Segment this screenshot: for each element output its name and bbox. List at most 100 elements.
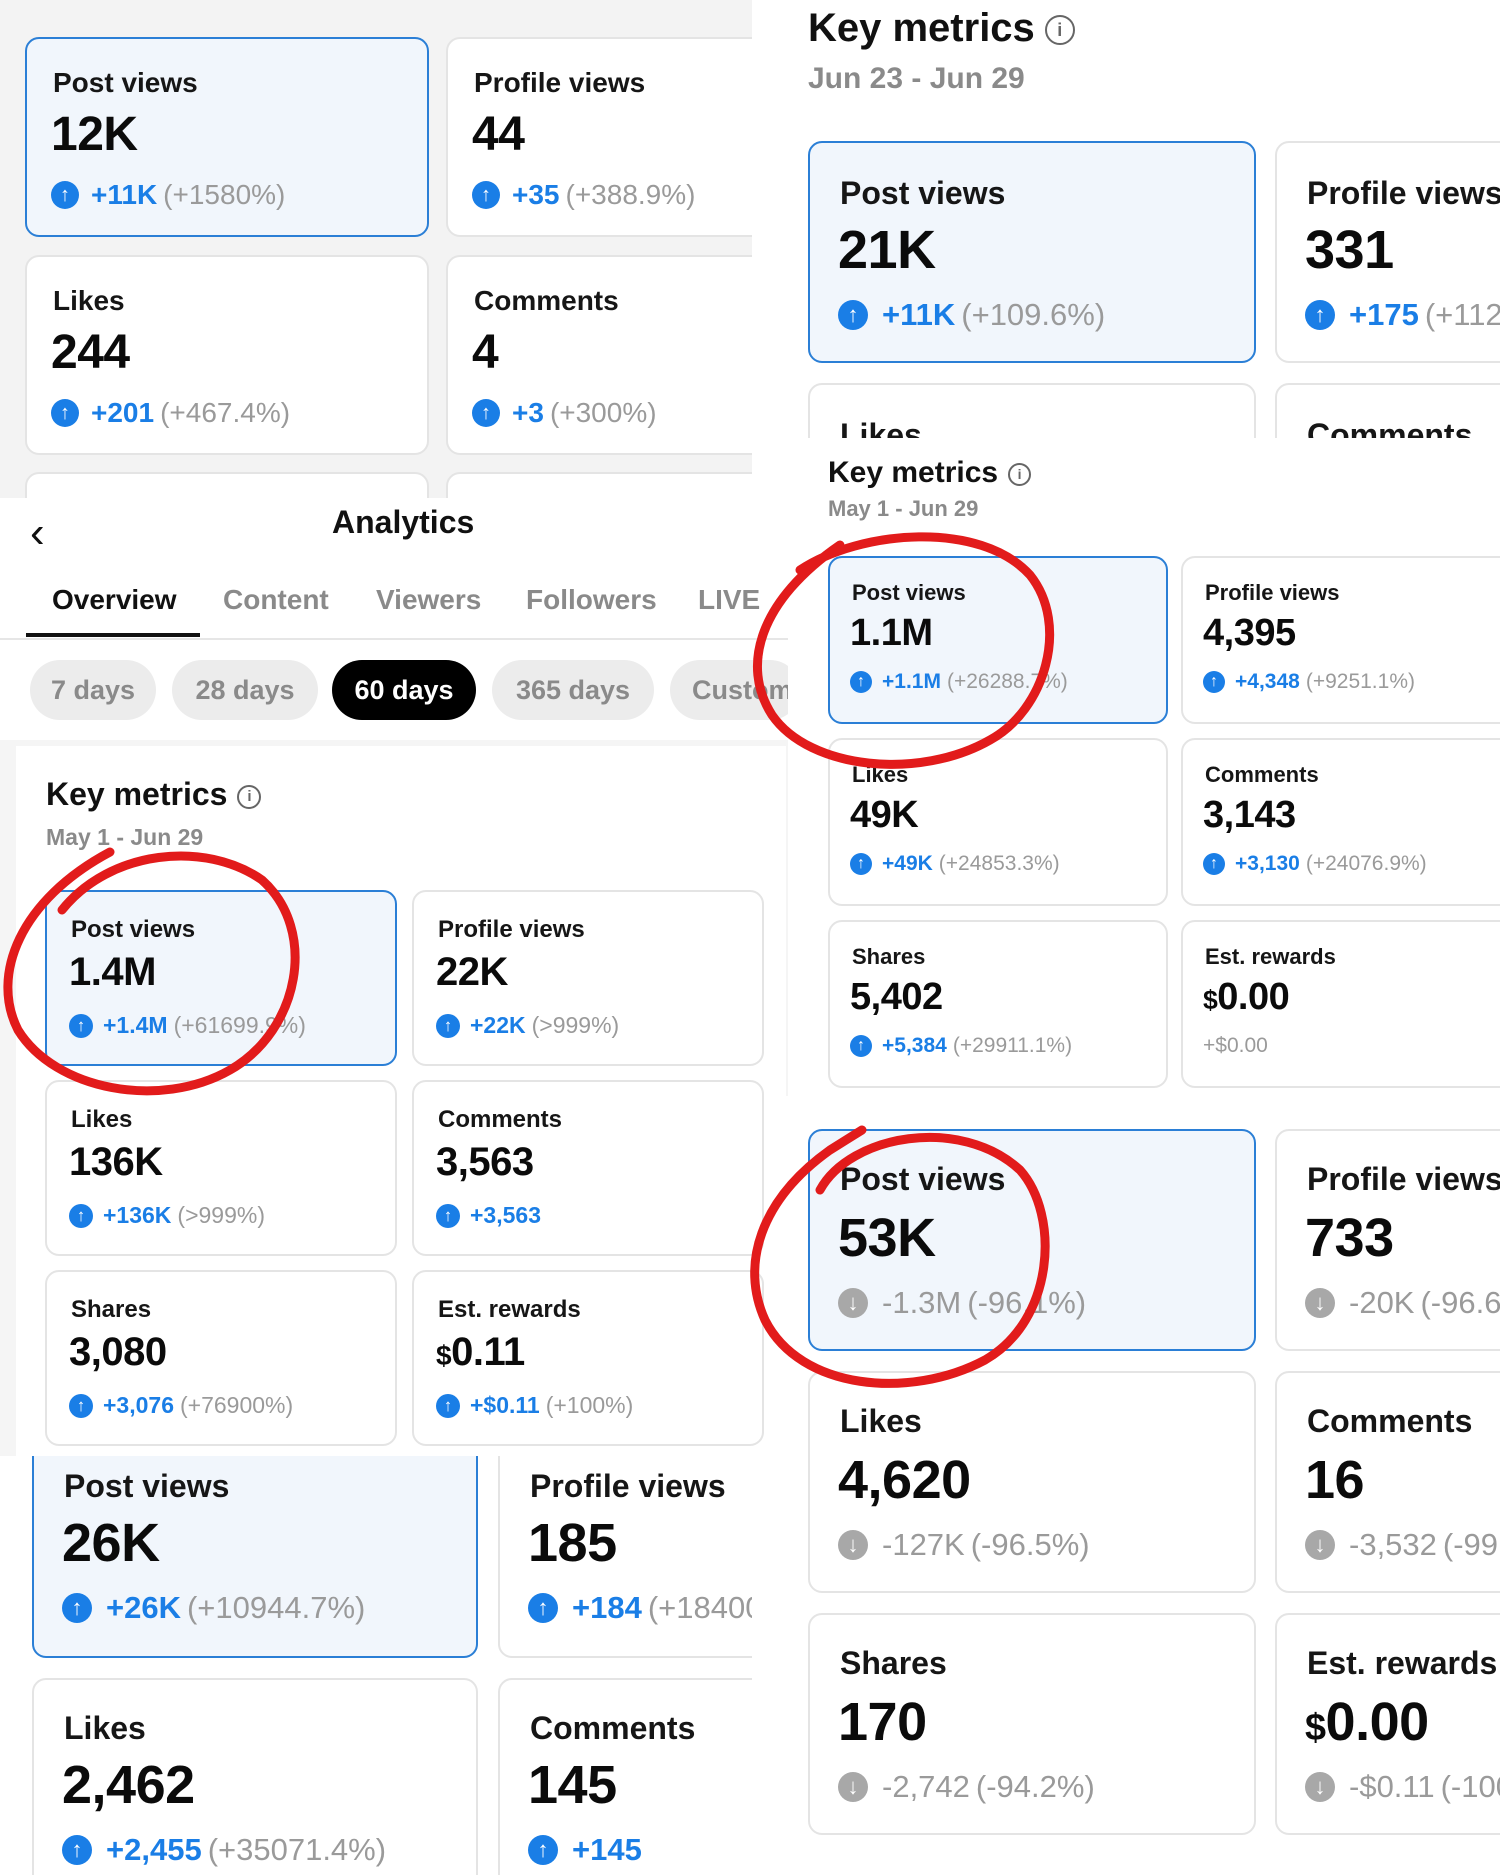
metric-value: 3,080: [69, 1330, 167, 1374]
comments-card[interactable]: Comments 3,143 ↑ +3,130 (+24076.9%): [1181, 738, 1500, 906]
metric-delta: +$0.00: [1203, 1034, 1268, 1057]
metric-delta: +184: [572, 1590, 642, 1625]
metric-value: 49K: [850, 794, 919, 836]
metric-value: $0.11: [436, 1330, 525, 1375]
metric-delta: +4,348: [1235, 670, 1300, 693]
likes-card[interactable]: Likes 49K ↑ +49K (+24853.3%): [828, 738, 1168, 906]
metric-change: ↑ +1.4M (+61699.9%): [69, 1012, 306, 1039]
range-60-days[interactable]: 60 days: [332, 660, 476, 720]
info-icon[interactable]: i: [1008, 462, 1032, 486]
tab-content[interactable]: Content: [223, 584, 329, 615]
post-views-card[interactable]: Post views 12K ↑ +11K (+1580%): [25, 37, 429, 237]
metric-delta: +3,130: [1235, 852, 1300, 875]
profile-views-card[interactable]: Profile views 185 ↑ +184 (+18400%): [498, 1456, 752, 1658]
tab-viewers[interactable]: Viewers: [376, 584, 482, 615]
range-custom[interactable]: Custom: [670, 660, 790, 720]
range-365-days[interactable]: 365 days: [492, 660, 654, 720]
metric-change: ↑ +3 (+300%): [472, 397, 657, 429]
est-rewards-card[interactable]: Est. rewards $0.00 ↓ -$0.11 (-100%): [1275, 1613, 1500, 1835]
metric-delta: +26K: [106, 1590, 181, 1625]
shares-card[interactable]: Shares 5,402 ↑ +5,384 (+29911.1%): [828, 920, 1168, 1088]
screenshot-3: Post views 26K ↑ +26K (+10944.7%) Profil…: [0, 1456, 752, 1875]
currency-symbol: $: [1203, 985, 1218, 1015]
metric-label: Shares: [71, 1296, 152, 1323]
shares-card[interactable]: Shares 170 ↓ -2,742 (-94.2%): [808, 1613, 1256, 1835]
metric-change: ↑ +49K (+24853.3%): [850, 852, 1060, 876]
arrow-up-icon: ↑: [62, 1835, 92, 1865]
chevron-left-icon[interactable]: ‹: [30, 508, 45, 557]
est-rewards-card[interactable]: Est. rewards $0.00 +$0.00: [1181, 920, 1500, 1088]
metric-percent: (+467.4%): [160, 397, 291, 428]
comments-card[interactable]: Comments 145 ↑ +145: [498, 1678, 752, 1875]
post-views-card[interactable]: Post views 26K ↑ +26K (+10944.7%): [32, 1456, 478, 1658]
metric-value: $0.00: [1203, 976, 1290, 1019]
likes-card[interactable]: Likes 136K ↑ +136K (>999%): [45, 1080, 397, 1256]
arrow-up-icon: ↑: [1203, 853, 1225, 875]
metric-label: Post views: [64, 1468, 230, 1504]
info-icon[interactable]: i: [237, 784, 262, 809]
likes-card[interactable]: Likes: [808, 383, 1256, 438]
post-views-card[interactable]: Post views 1.1M ↑ +1.1M (+26288.7%): [828, 556, 1168, 724]
metric-label: Likes: [852, 762, 909, 787]
metric-label: Likes: [64, 1710, 146, 1746]
metric-change: +$0.00: [1203, 1034, 1274, 1058]
metric-change: ↑ +2,455 (+35071.4%): [62, 1832, 386, 1868]
arrow-down-icon: ↓: [1305, 1772, 1335, 1802]
date-range: Jun 23 - Jun 29: [808, 62, 1025, 95]
metric-change: ↑ +184 (+18400%): [528, 1590, 752, 1626]
currency-symbol: $: [436, 1340, 452, 1371]
metric-change: ↑ +5,384 (+29911.1%): [850, 1034, 1072, 1058]
range-28-days[interactable]: 28 days: [172, 660, 318, 720]
rewards-amount: 0.11: [451, 1330, 525, 1374]
metric-delta: +22K: [470, 1012, 526, 1038]
likes-card[interactable]: Likes 4,620 ↓ -127K (-96.5%): [808, 1371, 1256, 1593]
metric-change: ↑ +22K (>999%): [436, 1012, 619, 1039]
metric-label: Likes: [840, 1403, 922, 1439]
metric-delta: +$0.11: [470, 1392, 540, 1418]
metric-value: 22K: [436, 950, 508, 994]
tab-followers[interactable]: Followers: [526, 584, 657, 615]
metric-value: 170: [838, 1692, 927, 1752]
metric-change: ↓ -127K (-96.5%): [838, 1527, 1090, 1563]
arrow-up-icon: ↑: [51, 181, 79, 209]
metric-change: ↑ +11K (+109.6%): [838, 297, 1105, 333]
metric-value: 3,143: [1203, 794, 1296, 836]
screenshot-2: ‹ Analytics Overview Content Viewers Fol…: [0, 498, 790, 1456]
shares-card[interactable]: Shares 3,080 ↑ +3,076 (+76900%): [45, 1270, 397, 1446]
metric-label: Profile views: [438, 916, 585, 943]
profile-views-card[interactable]: Profile views 733 ↓ -20K (-96.6%): [1275, 1129, 1500, 1351]
post-views-card[interactable]: Post views 1.4M ↑ +1.4M (+61699.9%): [45, 890, 397, 1066]
metric-label: Comments: [474, 285, 619, 316]
metric-delta: -20K: [1349, 1285, 1415, 1320]
tab-overview[interactable]: Overview: [52, 584, 177, 615]
profile-views-card[interactable]: Profile views 331 ↑ +175 (+112.2%): [1275, 141, 1500, 363]
key-metrics-title-text: Key metrics: [828, 456, 999, 489]
profile-views-card[interactable]: Profile views 44 ↑ +35 (+388.9%): [446, 37, 752, 237]
comments-card[interactable]: Comments: [1275, 383, 1500, 438]
metric-delta: +11K: [91, 179, 158, 210]
metric-percent: (-100%): [1440, 1769, 1500, 1804]
metric-label: Post views: [71, 916, 196, 943]
metric-percent: (+109.6%): [961, 297, 1106, 332]
comments-card[interactable]: Comments 16 ↓ -3,532 (-99.5%): [1275, 1371, 1500, 1593]
likes-card[interactable]: Likes 2,462 ↑ +2,455 (+35071.4%): [32, 1678, 478, 1875]
metric-label: Post views: [53, 67, 198, 98]
comments-card[interactable]: Comments 3,563 ↑ +3,563: [412, 1080, 764, 1256]
metric-delta: -1.3M: [882, 1285, 962, 1320]
metric-value: 1.1M: [850, 612, 933, 654]
profile-views-card[interactable]: Profile views 22K ↑ +22K (>999%): [412, 890, 764, 1066]
post-views-card[interactable]: Post views 21K ↑ +11K (+109.6%): [808, 141, 1256, 363]
likes-card[interactable]: Likes 244 ↑ +201 (+467.4%): [25, 255, 429, 455]
profile-views-card[interactable]: Profile views 4,395 ↑ +4,348 (+9251.1%): [1181, 556, 1500, 724]
comments-card[interactable]: Comments 4 ↑ +3 (+300%): [446, 255, 752, 455]
metric-label: Est. rewards: [1307, 1645, 1498, 1681]
est-rewards-card[interactable]: Est. rewards $0.11 ↑ +$0.11 (+100%): [412, 1270, 764, 1446]
tab-live[interactable]: LIVE: [698, 584, 761, 615]
metric-label: Likes: [71, 1106, 133, 1133]
post-views-card[interactable]: Post views 53K ↓ -1.3M (-96.1%): [808, 1129, 1256, 1351]
arrow-up-icon: ↑: [436, 1013, 460, 1038]
metric-change: ↑ +26K (+10944.7%): [62, 1590, 365, 1626]
metric-value: 44: [472, 108, 525, 161]
range-7-days[interactable]: 7 days: [30, 660, 156, 720]
info-icon[interactable]: i: [1044, 15, 1075, 46]
